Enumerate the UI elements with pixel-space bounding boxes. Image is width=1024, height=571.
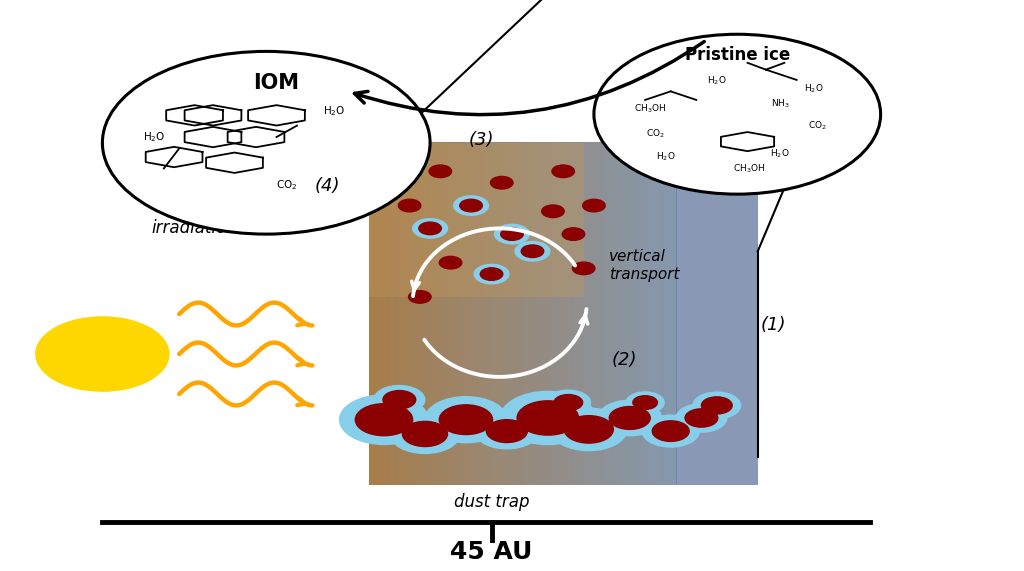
Circle shape — [542, 205, 564, 218]
Bar — [369, 143, 584, 297]
Text: $\mathregular{H_2O}$: $\mathregular{H_2O}$ — [707, 75, 727, 87]
Circle shape — [676, 404, 727, 432]
Circle shape — [515, 242, 550, 261]
Text: $\mathregular{H_2O}$: $\mathregular{H_2O}$ — [770, 148, 791, 160]
Circle shape — [102, 51, 430, 234]
Text: (3): (3) — [469, 131, 494, 149]
Text: $\mathregular{CO_2}$: $\mathregular{CO_2}$ — [808, 119, 826, 132]
Circle shape — [521, 245, 544, 258]
Text: $\mathregular{CH_3OH}$: $\mathregular{CH_3OH}$ — [634, 102, 667, 115]
Circle shape — [439, 256, 462, 269]
Circle shape — [355, 404, 413, 436]
Circle shape — [583, 199, 605, 212]
Circle shape — [572, 262, 595, 275]
Circle shape — [383, 391, 416, 409]
Text: $\mathregular{NH_3}$: $\mathregular{NH_3}$ — [771, 98, 790, 110]
Circle shape — [598, 400, 662, 436]
Circle shape — [486, 420, 527, 443]
Circle shape — [633, 396, 657, 409]
Circle shape — [693, 392, 740, 419]
Circle shape — [398, 199, 421, 212]
Circle shape — [551, 408, 627, 451]
Circle shape — [419, 222, 441, 235]
Circle shape — [340, 395, 428, 444]
Circle shape — [501, 392, 596, 444]
Circle shape — [490, 176, 513, 189]
Text: irradiation: irradiation — [152, 219, 238, 238]
Text: $\mathregular{H_2O}$: $\mathregular{H_2O}$ — [655, 151, 676, 163]
Circle shape — [554, 395, 583, 411]
Circle shape — [474, 264, 509, 284]
Circle shape — [439, 405, 493, 435]
Circle shape — [36, 317, 169, 391]
Text: Pristine ice: Pristine ice — [685, 46, 790, 65]
Circle shape — [409, 291, 431, 303]
Circle shape — [495, 224, 529, 244]
Text: vertical
transport: vertical transport — [609, 250, 680, 282]
Circle shape — [501, 228, 523, 240]
Circle shape — [374, 385, 425, 414]
Circle shape — [701, 397, 732, 414]
Circle shape — [652, 421, 689, 441]
Text: $\mathregular{CO_2}$: $\mathregular{CO_2}$ — [276, 179, 298, 192]
Text: $\mathregular{H_2O}$: $\mathregular{H_2O}$ — [323, 104, 345, 118]
Text: (1): (1) — [761, 316, 785, 335]
Circle shape — [475, 413, 539, 449]
Circle shape — [413, 219, 447, 238]
Text: (2): (2) — [612, 351, 637, 369]
Circle shape — [562, 228, 585, 240]
Circle shape — [685, 409, 718, 427]
Circle shape — [626, 392, 665, 413]
Text: $\mathregular{H_2O}$: $\mathregular{H_2O}$ — [143, 130, 166, 144]
Circle shape — [480, 268, 503, 280]
Text: dust trap: dust trap — [454, 493, 529, 512]
Text: $\mathregular{H_2O}$: $\mathregular{H_2O}$ — [804, 82, 824, 95]
Text: $\mathregular{CH_3OH}$: $\mathregular{CH_3OH}$ — [733, 162, 766, 175]
Text: 45 AU: 45 AU — [451, 540, 532, 564]
Circle shape — [429, 165, 452, 178]
Circle shape — [460, 199, 482, 212]
Circle shape — [564, 416, 613, 443]
Circle shape — [594, 34, 881, 194]
Circle shape — [517, 401, 579, 435]
Bar — [676, 143, 758, 485]
Text: IOM: IOM — [254, 73, 299, 93]
Circle shape — [609, 407, 650, 429]
Circle shape — [425, 397, 507, 443]
Circle shape — [642, 415, 699, 447]
Circle shape — [552, 165, 574, 178]
Circle shape — [390, 415, 460, 453]
Circle shape — [546, 390, 591, 415]
Text: $\mathregular{CO_2}$: $\mathregular{CO_2}$ — [646, 128, 665, 140]
Text: (4): (4) — [315, 176, 340, 195]
Circle shape — [402, 421, 447, 447]
Circle shape — [454, 196, 488, 215]
